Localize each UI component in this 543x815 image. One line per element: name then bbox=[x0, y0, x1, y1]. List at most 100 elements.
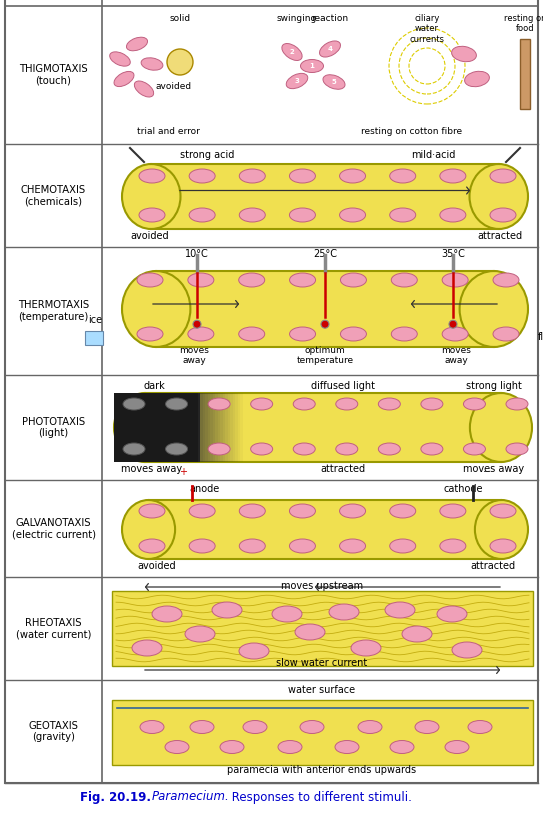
Bar bbox=[207, 393, 210, 462]
Text: 25°C: 25°C bbox=[313, 249, 337, 259]
Ellipse shape bbox=[239, 273, 265, 287]
Ellipse shape bbox=[390, 504, 416, 518]
Ellipse shape bbox=[122, 500, 175, 559]
Ellipse shape bbox=[452, 46, 476, 62]
Text: resting on
food: resting on food bbox=[504, 14, 543, 33]
Ellipse shape bbox=[490, 208, 516, 222]
Text: 3: 3 bbox=[294, 78, 299, 84]
Text: Fig. 20.19.: Fig. 20.19. bbox=[80, 791, 151, 804]
Text: flame: flame bbox=[538, 332, 543, 342]
Text: 4: 4 bbox=[327, 46, 332, 52]
Ellipse shape bbox=[339, 539, 365, 553]
Ellipse shape bbox=[351, 640, 381, 656]
Bar bbox=[213, 393, 216, 462]
Ellipse shape bbox=[127, 37, 148, 51]
Text: avoided: avoided bbox=[131, 231, 169, 241]
Ellipse shape bbox=[468, 720, 492, 734]
Text: mild·acid: mild·acid bbox=[411, 150, 455, 160]
Ellipse shape bbox=[185, 626, 215, 642]
Ellipse shape bbox=[392, 327, 417, 341]
Ellipse shape bbox=[282, 43, 302, 60]
Bar bbox=[225, 393, 228, 462]
Text: paramecia with anterior ends upwards: paramecia with anterior ends upwards bbox=[228, 765, 416, 775]
Ellipse shape bbox=[137, 327, 163, 341]
Text: trial and error: trial and error bbox=[137, 127, 200, 136]
Ellipse shape bbox=[295, 624, 325, 640]
Text: 1: 1 bbox=[310, 63, 314, 69]
Ellipse shape bbox=[137, 273, 163, 287]
Ellipse shape bbox=[293, 398, 315, 410]
Ellipse shape bbox=[470, 393, 532, 462]
Bar bbox=[112, 591, 533, 666]
Ellipse shape bbox=[110, 52, 130, 66]
Ellipse shape bbox=[445, 741, 469, 754]
Bar bbox=[203, 393, 205, 462]
Ellipse shape bbox=[358, 720, 382, 734]
Ellipse shape bbox=[134, 81, 154, 97]
Ellipse shape bbox=[189, 208, 215, 222]
Text: 2: 2 bbox=[289, 49, 294, 55]
Ellipse shape bbox=[442, 273, 468, 287]
Text: reaction: reaction bbox=[312, 14, 349, 23]
Ellipse shape bbox=[289, 539, 315, 553]
Text: 5: 5 bbox=[332, 79, 336, 85]
Text: swinging: swinging bbox=[277, 14, 317, 23]
Ellipse shape bbox=[141, 58, 163, 70]
Text: moves
away: moves away bbox=[179, 346, 209, 365]
Ellipse shape bbox=[190, 720, 214, 734]
Ellipse shape bbox=[188, 273, 214, 287]
Text: cathode: cathode bbox=[443, 484, 483, 494]
Ellipse shape bbox=[339, 208, 365, 222]
Bar bbox=[232, 393, 236, 462]
Ellipse shape bbox=[336, 443, 358, 455]
Text: THERMOTAXIS
(temperature): THERMOTAXIS (temperature) bbox=[18, 300, 89, 322]
Ellipse shape bbox=[300, 720, 324, 734]
Text: Paramecium.: Paramecium. bbox=[152, 791, 230, 804]
Ellipse shape bbox=[475, 500, 528, 559]
Ellipse shape bbox=[132, 640, 162, 656]
Circle shape bbox=[193, 320, 201, 328]
Ellipse shape bbox=[490, 539, 516, 553]
Ellipse shape bbox=[239, 169, 266, 183]
Ellipse shape bbox=[390, 539, 416, 553]
Bar bbox=[520, 39, 530, 109]
Ellipse shape bbox=[208, 398, 230, 410]
Ellipse shape bbox=[378, 398, 400, 410]
Ellipse shape bbox=[421, 398, 443, 410]
Bar bbox=[205, 393, 208, 462]
Text: −: − bbox=[483, 467, 491, 477]
Ellipse shape bbox=[440, 504, 466, 518]
Bar bbox=[240, 393, 243, 462]
Circle shape bbox=[321, 320, 329, 328]
Ellipse shape bbox=[140, 720, 164, 734]
Ellipse shape bbox=[470, 164, 528, 229]
Text: ice: ice bbox=[88, 315, 102, 325]
Ellipse shape bbox=[139, 169, 165, 183]
Ellipse shape bbox=[139, 539, 165, 553]
Ellipse shape bbox=[442, 327, 468, 341]
Ellipse shape bbox=[208, 443, 230, 455]
Bar bbox=[238, 393, 241, 462]
Text: attracted: attracted bbox=[320, 464, 365, 474]
Text: ciliary
water
currents: ciliary water currents bbox=[409, 14, 445, 44]
Ellipse shape bbox=[289, 327, 315, 341]
Text: CHEMOTAXIS
(chemicals): CHEMOTAXIS (chemicals) bbox=[21, 185, 86, 206]
Ellipse shape bbox=[251, 443, 273, 455]
Ellipse shape bbox=[123, 398, 145, 410]
Text: strong acid: strong acid bbox=[180, 150, 234, 160]
Bar bbox=[228, 393, 230, 462]
Ellipse shape bbox=[289, 504, 315, 518]
Ellipse shape bbox=[323, 75, 345, 90]
Bar bbox=[230, 393, 233, 462]
Bar bbox=[220, 393, 223, 462]
Ellipse shape bbox=[440, 539, 466, 553]
Ellipse shape bbox=[122, 271, 191, 347]
Ellipse shape bbox=[166, 398, 187, 410]
Text: moves
away: moves away bbox=[441, 346, 471, 365]
Bar bbox=[198, 393, 200, 462]
Ellipse shape bbox=[437, 606, 467, 622]
Text: Responses to different stimuli.: Responses to different stimuli. bbox=[228, 791, 412, 804]
Text: avoided: avoided bbox=[156, 82, 192, 91]
Ellipse shape bbox=[390, 208, 416, 222]
Text: +: + bbox=[179, 467, 187, 477]
